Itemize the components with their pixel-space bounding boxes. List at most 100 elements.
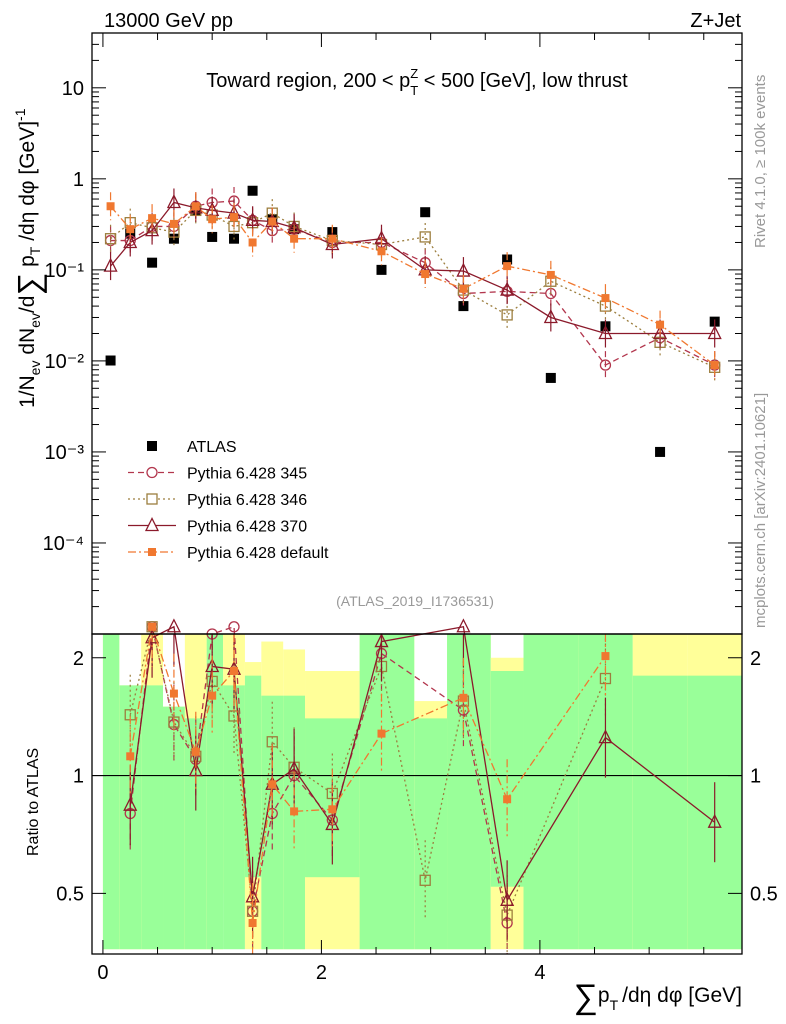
data-point (546, 270, 555, 279)
series-line (110, 201, 715, 335)
data-point (459, 284, 468, 293)
y-tick-label: 10⁻⁴ (43, 533, 84, 555)
ratio-point (503, 795, 512, 804)
ratio-band-stat (523, 634, 579, 950)
data-point (500, 281, 515, 296)
data-point (377, 247, 386, 256)
legend-marker (144, 517, 160, 532)
data-point (545, 372, 556, 383)
ratio-point (248, 919, 257, 928)
ratio-point (166, 618, 181, 633)
ratio-band-stat (223, 685, 245, 950)
ratio-point (205, 658, 220, 673)
data-point (248, 238, 257, 247)
main-panel-series (103, 185, 722, 457)
y-tick-label: 1 (73, 169, 84, 191)
ratio-tick-label-right: 1 (750, 766, 761, 788)
ratio-point (148, 622, 157, 631)
legend-entry: Pythia 6.428 345 (128, 466, 307, 483)
data-point (104, 233, 117, 245)
data-point (169, 219, 178, 228)
data-point (325, 236, 340, 251)
ratio-band-stat (447, 634, 491, 950)
y-tick-label: 10⁻³ (45, 442, 85, 464)
data-point (598, 325, 613, 340)
ratio-tick-label: 1 (73, 766, 84, 788)
data-point (501, 309, 513, 321)
rivet-label: Rivet 4.1.0, ≥ 100k events (752, 75, 769, 248)
ratio-point (169, 689, 178, 698)
data-point (458, 301, 469, 312)
data-point (145, 222, 160, 237)
data-point (328, 234, 337, 243)
ratio-line (129, 626, 606, 924)
ratio-point (500, 891, 515, 906)
x-tick-label: 2 (316, 962, 327, 984)
data-point (148, 214, 157, 223)
legend-entry: Pythia 6.428 370 (128, 517, 307, 536)
data-point (126, 225, 135, 234)
data-point (268, 217, 277, 226)
ratio-point (126, 752, 135, 761)
legend: ATLAS Pythia 6.428 345 Pythia 6.428 346 Pyt… (128, 439, 329, 562)
series-line (110, 209, 715, 368)
data-point (106, 202, 115, 211)
data-point (208, 215, 217, 224)
ratio-tick-label: 0.5 (56, 883, 84, 905)
ratio-band-stat (141, 685, 164, 950)
ratio-point (456, 618, 471, 633)
legend-label: Pythia 6.428 346 (187, 492, 307, 509)
ratio-band-stat (244, 675, 262, 878)
ratio-point (208, 691, 217, 700)
ratio-point (168, 716, 180, 728)
ratio-tick-label-right: 2 (750, 648, 761, 670)
ratio-band-stat (206, 634, 224, 950)
x-tick-label: 4 (534, 962, 545, 984)
y-tick-label: 10⁻¹ (45, 260, 85, 282)
ratio-point (290, 807, 299, 816)
ratio-band-stat (414, 718, 448, 950)
ratio-uncertainty-bands (92, 634, 742, 950)
data-point (376, 264, 387, 275)
ratio-point (191, 747, 200, 756)
data-point (207, 231, 218, 242)
analysis-id: (ATLAS_2019_I1736531) (336, 593, 494, 609)
ratio-point (598, 729, 613, 744)
ratio-band-stat (359, 634, 415, 950)
ratio-point (228, 621, 240, 633)
series-pythia-6-428-346 (104, 196, 721, 382)
data-point (656, 320, 665, 329)
data-point (710, 361, 719, 370)
data-point (247, 185, 258, 196)
ratio-tick-label: 2 (73, 648, 84, 670)
data-point (191, 202, 200, 211)
data-point (105, 355, 116, 366)
series-pythia-6-428-default (106, 192, 719, 380)
y-axis-label: 1/Nev dNev/d∑ pT /dη dφ [GeV]-1 (11, 108, 47, 408)
legend-entry: Pythia 6.428 default (128, 545, 329, 562)
ratio-point (707, 813, 722, 828)
ratio-point (459, 693, 468, 702)
data-point (147, 257, 158, 268)
ratio-band-stat (578, 634, 633, 950)
legend-marker (148, 548, 156, 556)
legend-entry: ATLAS (147, 439, 237, 456)
process-label: Z+Jet (690, 10, 741, 32)
ratio-point (328, 805, 337, 814)
energy-label: 13000 GeV pp (104, 10, 233, 32)
ratio-point (230, 667, 239, 676)
legend-label: ATLAS (187, 439, 237, 456)
ratio-band-stat (632, 675, 688, 950)
legend-label: Pythia 6.428 345 (187, 466, 307, 483)
data-point (543, 309, 558, 324)
legend-marker (146, 493, 158, 505)
mcplots-label: mcplots.cern.ch [arXiv:2401.10621] (752, 393, 769, 628)
ratio-point (145, 629, 160, 644)
data-point (287, 219, 302, 234)
ratio-point (419, 874, 431, 886)
ratio-y-axis-label: Ratio to ATLAS (25, 748, 42, 856)
plot-title: Toward region, 200 < pZ T < 500 [GeV], lo… (206, 66, 628, 98)
data-point (166, 194, 181, 209)
ratio-panel-frame (91, 633, 743, 955)
